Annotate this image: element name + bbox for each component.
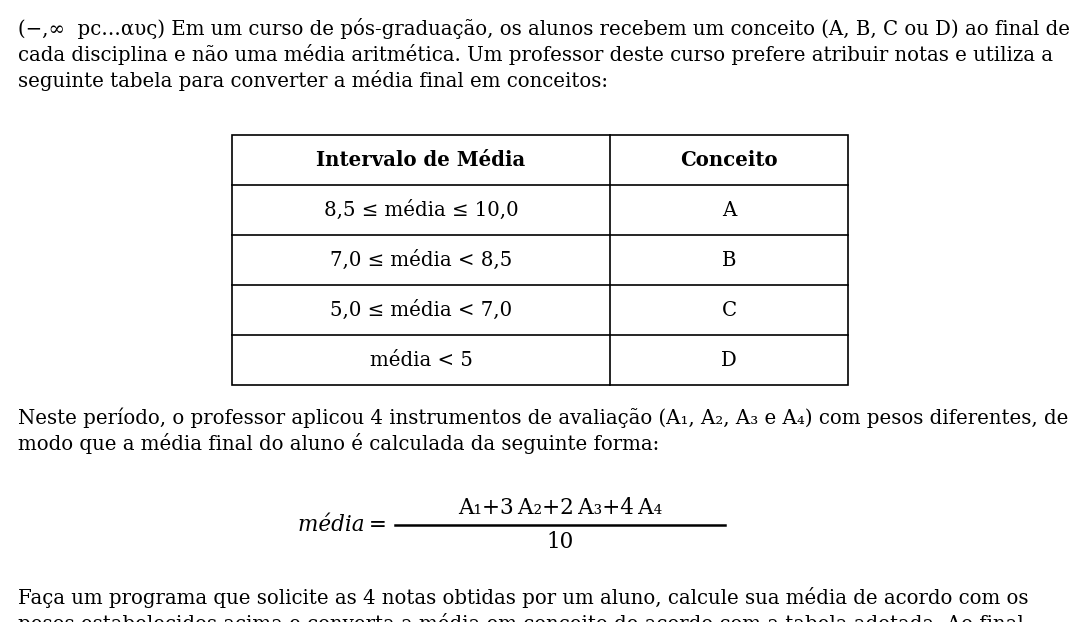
- Text: Neste período, o professor aplicou 4 instrumentos de avaliação (A₁, A₂, A₃ e A₄): Neste período, o professor aplicou 4 ins…: [18, 407, 1068, 427]
- Text: 8,5 ≤ média ≤ 10,0: 8,5 ≤ média ≤ 10,0: [324, 200, 518, 220]
- Text: A₁+3 A₂+2 A₃+4 A₄: A₁+3 A₂+2 A₃+4 A₄: [458, 497, 662, 519]
- Text: C: C: [721, 300, 737, 320]
- Text: B: B: [721, 251, 737, 269]
- Text: média =: média =: [298, 514, 387, 536]
- Text: Conceito: Conceito: [680, 150, 778, 170]
- Text: 7,0 ≤ média < 8,5: 7,0 ≤ média < 8,5: [329, 250, 512, 270]
- Bar: [232, 135, 848, 385]
- Text: cada disciplina e não uma média aritmética. Um professor deste curso prefere atr: cada disciplina e não uma média aritméti…: [18, 44, 1053, 65]
- Text: Faça um programa que solicite as 4 notas obtidas por um aluno, calcule sua média: Faça um programa que solicite as 4 notas…: [18, 587, 1028, 608]
- Text: 10: 10: [546, 531, 573, 553]
- Text: Intervalo de Média: Intervalo de Média: [316, 150, 526, 170]
- Text: 5,0 ≤ média < 7,0: 5,0 ≤ média < 7,0: [329, 300, 512, 320]
- Text: média < 5: média < 5: [369, 351, 472, 369]
- Text: pesos estabelecidos acima e converta a média em conceito de acordo com a tabela : pesos estabelecidos acima e converta a m…: [18, 613, 1030, 622]
- Text: (−,∞  pc…αυς) Em um curso de pós-graduação, os alunos recebem um conceito (A, B,: (−,∞ pc…αυς) Em um curso de pós-graduaçã…: [18, 18, 1070, 39]
- Text: D: D: [721, 351, 737, 369]
- Text: seguinte tabela para converter a média final em conceitos:: seguinte tabela para converter a média f…: [18, 70, 608, 91]
- Text: A: A: [721, 200, 737, 220]
- Text: modo que a média final do aluno é calculada da seguinte forma:: modo que a média final do aluno é calcul…: [18, 433, 659, 454]
